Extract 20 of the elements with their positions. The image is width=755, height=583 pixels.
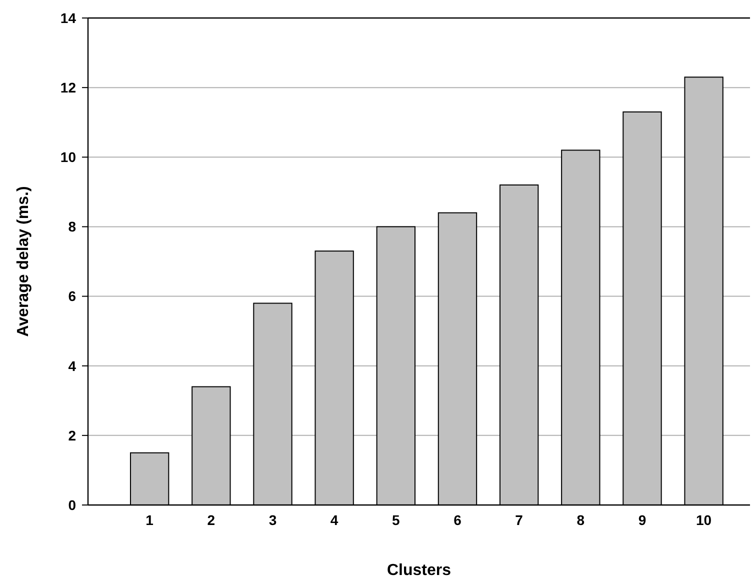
- x-tick-label: 7: [515, 512, 524, 528]
- x-tick-label: 4: [330, 512, 338, 528]
- x-tick-label: 6: [454, 512, 462, 528]
- x-tick-label: 9: [638, 512, 646, 528]
- y-tick-label: 10: [60, 149, 76, 166]
- y-tick-label: 8: [68, 218, 76, 235]
- y-tick-label: 6: [68, 288, 76, 304]
- x-tick-label: 1: [146, 512, 154, 528]
- y-axis-title: Average delay (ms.): [15, 186, 32, 337]
- y-tick-label: 0: [68, 496, 76, 513]
- x-axis-title: Clusters: [386, 562, 452, 579]
- x-tick-label: 2: [207, 512, 216, 528]
- y-tick-label: 2: [68, 427, 76, 444]
- y-tick-label: 12: [60, 79, 76, 96]
- x-tick-label: 3: [268, 512, 277, 528]
- y-tick-label: 14: [60, 10, 76, 26]
- x-tick-label: 10: [696, 512, 712, 528]
- y-tick-label: 4: [68, 358, 76, 374]
- x-tick-label: 8: [576, 512, 585, 528]
- x-tick-label: 5: [392, 512, 400, 528]
